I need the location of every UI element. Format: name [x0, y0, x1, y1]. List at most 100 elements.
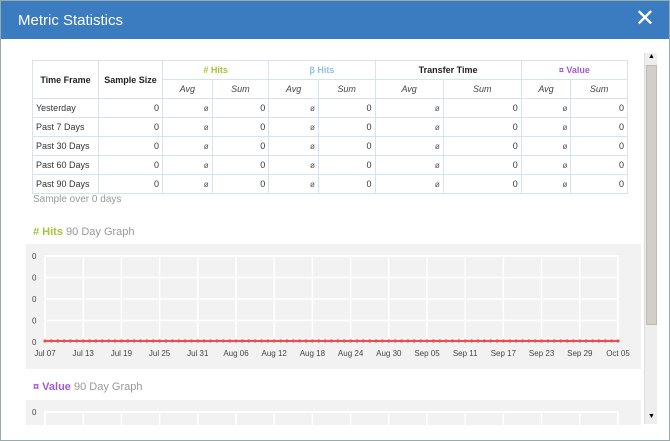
scrollbar-thumb[interactable] — [646, 65, 657, 325]
x-tick-label: Sep 17 — [491, 349, 517, 358]
x-tick-label: Jul 13 — [73, 349, 95, 358]
subheader-avg: Avg — [162, 79, 213, 99]
sample-size: 0 — [98, 117, 163, 137]
subheader-sum: Sum — [211, 79, 270, 99]
data-point — [559, 339, 563, 343]
table-row: Past 60 Days 0 ø 0 ø 0 ø 0 ø 0 — [32, 155, 628, 175]
dialog-titlebar: Metric Statistics ✕ — [1, 1, 669, 39]
data-point — [540, 339, 544, 343]
data-point — [546, 339, 550, 343]
data-point — [132, 339, 136, 343]
x-tick-label: Sep 05 — [414, 349, 440, 358]
data-point — [406, 339, 410, 343]
close-icon[interactable]: ✕ — [634, 5, 655, 32]
sum-cell: 0 — [442, 117, 522, 137]
data-point — [266, 339, 270, 343]
data-point — [310, 339, 314, 343]
data-point — [361, 339, 365, 343]
table-row: Past 30 Days 0 ø 0 ø 0 ø 0 ø 0 — [32, 136, 628, 156]
data-point — [603, 339, 607, 343]
scroll-up-icon[interactable]: ▲ — [648, 53, 655, 60]
data-point — [202, 339, 206, 343]
x-tick-label: Jul 31 — [187, 349, 209, 358]
scrollbar[interactable]: ▲ ▼ — [644, 53, 657, 424]
x-tick-label: Aug 12 — [262, 349, 288, 358]
header-value: ¤ Value — [520, 60, 629, 80]
data-point — [610, 339, 614, 343]
avg-cell: ø — [520, 98, 572, 118]
data-point — [374, 339, 378, 343]
data-point — [119, 339, 123, 343]
data-point — [399, 339, 404, 343]
avg-cell: ø — [268, 174, 319, 194]
avg-cell: ø — [374, 136, 444, 156]
data-point — [419, 339, 423, 343]
data-point — [336, 339, 340, 343]
avg-cell: ø — [162, 117, 213, 137]
avg-cell: ø — [374, 155, 444, 175]
avg-cell: ø — [520, 174, 572, 194]
data-point — [444, 339, 448, 343]
avg-cell: ø — [162, 174, 213, 194]
data-point — [438, 339, 442, 343]
data-point — [463, 339, 467, 343]
avg-cell: ø — [162, 155, 213, 175]
data-point — [170, 339, 174, 343]
row-label: Past 30 Days — [32, 136, 99, 156]
data-point — [393, 339, 397, 343]
hits-graph-title: # Hits 90 Day Graph — [33, 226, 135, 238]
data-point — [56, 339, 60, 343]
data-point — [527, 339, 531, 343]
row-label: Past 60 Days — [32, 155, 99, 175]
table-row: Past 7 Days 0 ø 0 ø 0 ø 0 ø 0 — [32, 117, 628, 137]
subheader-sum: Sum — [442, 79, 522, 99]
header-transfer-time: Transfer Time — [374, 60, 522, 80]
avg-cell: ø — [268, 117, 319, 137]
data-point — [578, 339, 582, 343]
sum-cell: 0 — [317, 117, 376, 137]
data-point — [164, 339, 168, 343]
data-point — [228, 339, 232, 343]
scroll-down-icon[interactable]: ▼ — [648, 413, 655, 420]
row-label: Past 7 Days — [32, 117, 99, 137]
data-point — [272, 339, 276, 343]
data-point — [183, 339, 187, 343]
sum-cell: 0 — [570, 98, 628, 118]
sum-cell: 0 — [211, 155, 270, 175]
avg-cell: ø — [374, 98, 444, 118]
data-point — [495, 339, 499, 343]
data-point — [49, 339, 53, 343]
data-point — [329, 339, 334, 343]
sample-size: 0 — [98, 98, 163, 118]
avg-cell: ø — [520, 117, 572, 137]
data-point — [285, 339, 289, 343]
value-graph-title: ¤ Value 90 Day Graph — [33, 381, 142, 393]
data-point — [565, 339, 569, 343]
data-point — [75, 339, 79, 343]
y-tick-label: 0 — [32, 317, 37, 326]
subheader-avg: Avg — [520, 79, 572, 99]
data-point — [158, 339, 162, 343]
x-tick-label: Jul 07 — [34, 349, 56, 358]
data-point — [107, 339, 111, 343]
x-tick-label: Aug 24 — [338, 349, 364, 358]
sum-cell: 0 — [570, 117, 628, 137]
graph-suffix: 90 Day Graph — [73, 381, 143, 393]
sample-size: 0 — [98, 155, 163, 175]
data-point — [240, 339, 244, 343]
value-chart: 0 — [26, 400, 641, 425]
subheader-avg: Avg — [268, 79, 319, 99]
sum-cell: 0 — [211, 98, 270, 118]
stats-table: Time Frame Sample Size # Hits β Hits Tra… — [32, 60, 629, 194]
x-tick-label: Sep 11 — [453, 349, 478, 358]
data-point — [151, 339, 155, 343]
data-point — [450, 339, 455, 343]
data-point — [234, 339, 238, 343]
dialog-title: Metric Statistics — [18, 12, 124, 29]
avg-cell: ø — [162, 136, 213, 156]
sample-note: Sample over 0 days — [33, 194, 122, 205]
data-point — [387, 339, 391, 343]
data-point — [177, 339, 181, 343]
header-sample-size: Sample Size — [98, 60, 163, 99]
